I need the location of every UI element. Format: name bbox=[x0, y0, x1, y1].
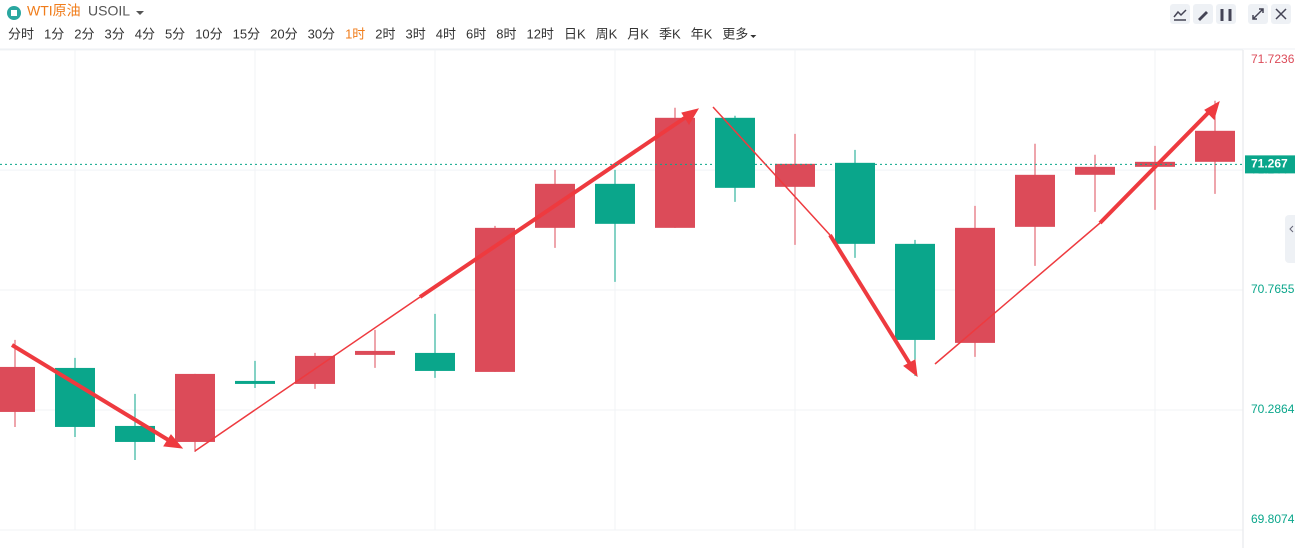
period-tab[interactable]: 12时 bbox=[526, 26, 553, 41]
arrow-head bbox=[903, 359, 918, 378]
arrow-head bbox=[163, 434, 184, 449]
period-tab[interactable]: 20分 bbox=[270, 26, 297, 41]
period-tab[interactable]: 4时 bbox=[436, 26, 456, 41]
candle-body bbox=[655, 117, 695, 228]
arrow-head bbox=[1204, 100, 1220, 120]
arrow bbox=[418, 115, 688, 299]
candle-body bbox=[0, 366, 35, 412]
candle-body bbox=[595, 183, 635, 224]
candle-body bbox=[475, 227, 515, 372]
arrow bbox=[828, 233, 912, 366]
period-tab[interactable]: 5分 bbox=[165, 26, 185, 41]
arrow-head bbox=[681, 108, 700, 125]
candle-body bbox=[715, 117, 755, 188]
candle-body bbox=[895, 243, 935, 340]
dropdown-caret bbox=[750, 35, 757, 38]
tool-button[interactable] bbox=[1216, 4, 1236, 24]
period-tab[interactable]: 1时 bbox=[345, 26, 365, 41]
period-tab[interactable]: 6时 bbox=[466, 26, 486, 41]
candle-body bbox=[1195, 130, 1235, 162]
tool-icons bbox=[1170, 4, 1291, 24]
arrow bbox=[1098, 110, 1211, 225]
y-tick-label: 69.8074 bbox=[1251, 512, 1295, 526]
plot bbox=[0, 49, 1244, 548]
period-tab[interactable]: 30分 bbox=[308, 26, 335, 41]
period-tab[interactable]: 周K bbox=[596, 26, 618, 41]
period-tab[interactable]: 1分 bbox=[44, 26, 64, 41]
candle-body bbox=[955, 227, 995, 343]
period-tab[interactable]: 3时 bbox=[406, 26, 426, 41]
candle-body bbox=[1075, 166, 1115, 175]
period-tab[interactable]: 10分 bbox=[195, 26, 222, 41]
current-price-box bbox=[1245, 155, 1295, 174]
candle-body bbox=[1015, 174, 1055, 227]
period-tab[interactable]: 3分 bbox=[104, 26, 124, 41]
side-handle[interactable] bbox=[1285, 215, 1295, 263]
period-tab[interactable]: 季K bbox=[659, 26, 681, 41]
candle-body bbox=[355, 350, 395, 355]
period-tab[interactable]: 15分 bbox=[233, 26, 260, 41]
candle-body bbox=[415, 352, 455, 371]
icon bbox=[1275, 8, 1287, 20]
period-tab[interactable]: 4分 bbox=[135, 26, 155, 41]
candle-body bbox=[115, 425, 155, 442]
current-price-label: 71.267 bbox=[1251, 157, 1288, 171]
title: WTI原油 bbox=[27, 3, 81, 19]
period-tab[interactable]: 日K bbox=[564, 26, 586, 41]
candle-body bbox=[175, 373, 215, 442]
symbol-icon-inner bbox=[11, 10, 17, 16]
arrow bbox=[712, 106, 831, 236]
icon bbox=[1198, 11, 1208, 21]
icon bbox=[1289, 225, 1294, 233]
y-tick-label: 70.2864 bbox=[1251, 402, 1295, 416]
period-tab[interactable]: 2分 bbox=[74, 26, 94, 41]
icon bbox=[1173, 9, 1187, 21]
y-tick-label: 71.7236 bbox=[1251, 52, 1295, 66]
dropdown-caret[interactable] bbox=[136, 11, 144, 15]
candle-body bbox=[55, 367, 95, 427]
y-tick-label: 70.7655 bbox=[1251, 282, 1295, 296]
candle-body bbox=[835, 162, 875, 244]
icon bbox=[1220, 9, 1232, 21]
arrow bbox=[194, 296, 421, 452]
period-tab[interactable]: 月K bbox=[627, 26, 649, 41]
candle-body bbox=[775, 163, 815, 187]
arrow bbox=[10, 343, 172, 443]
candle-body bbox=[235, 380, 275, 384]
arrow bbox=[934, 222, 1101, 365]
period-tab[interactable]: 年K bbox=[691, 26, 713, 41]
period-tab[interactable]: 更多 bbox=[722, 26, 748, 41]
period-tab[interactable]: 分时 bbox=[8, 26, 34, 41]
trend-arrows bbox=[10, 100, 1220, 452]
period-tab[interactable]: 2时 bbox=[375, 26, 395, 41]
symbol[interactable]: USOIL bbox=[88, 3, 130, 19]
period-tab[interactable]: 8时 bbox=[496, 26, 516, 41]
icon bbox=[1252, 8, 1264, 20]
